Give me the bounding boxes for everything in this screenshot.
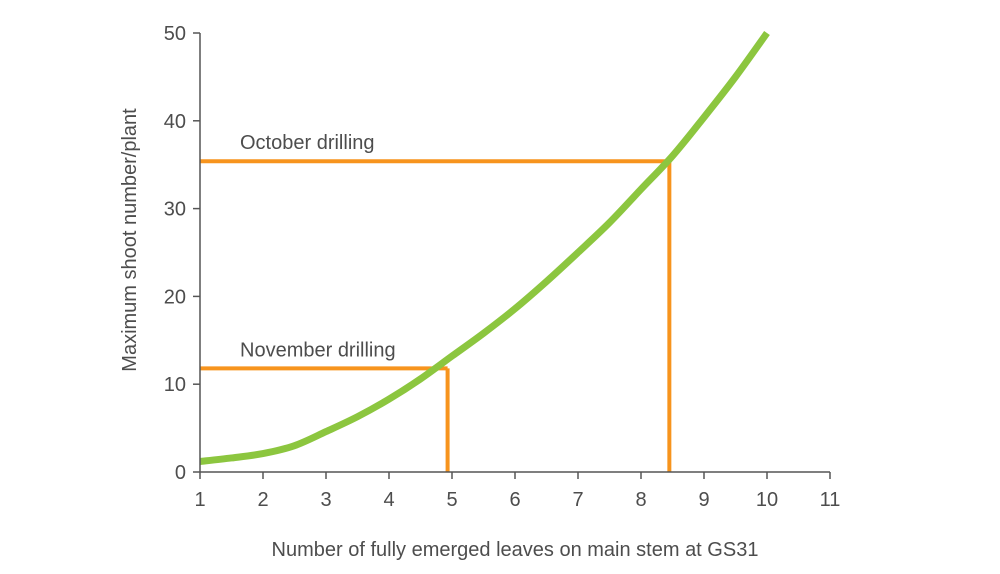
y-tick-label: 50 (164, 23, 186, 45)
x-tick-label: 2 (257, 489, 268, 511)
y-tick-label: 40 (164, 111, 186, 133)
x-tick-label: 5 (446, 489, 457, 511)
x-tick-label: 10 (756, 489, 778, 511)
x-tick-label: 1 (194, 489, 205, 511)
axes: 1 2 3 4 5 6 7 8 9 10 11 0 10 20 30 40 50 (164, 23, 841, 511)
x-tick-label: 11 (820, 489, 841, 511)
x-tick-label: 6 (509, 489, 520, 511)
annotation-label: October drilling (240, 132, 375, 154)
y-tick-label: 20 (164, 286, 186, 308)
y-tick-label: 0 (175, 462, 186, 484)
x-tick-label: 7 (572, 489, 583, 511)
annotation-label: November drilling (240, 339, 396, 361)
x-tick-label: 9 (698, 489, 709, 511)
x-tick-label: 3 (320, 489, 331, 511)
y-axis-title: Maximum shoot number/plant (119, 108, 141, 372)
x-tick-label: 4 (383, 489, 394, 511)
series-line (199, 30, 770, 465)
x-axis-title: Number of fully emerged leaves on main s… (272, 539, 759, 561)
reference-lines (200, 159, 672, 472)
y-tick-label: 10 (164, 374, 186, 396)
curve-layer (199, 30, 770, 465)
annotation-layer: October drilling November drilling (240, 132, 396, 361)
y-tick-label: 30 (164, 199, 186, 221)
x-tick-label: 8 (635, 489, 646, 511)
